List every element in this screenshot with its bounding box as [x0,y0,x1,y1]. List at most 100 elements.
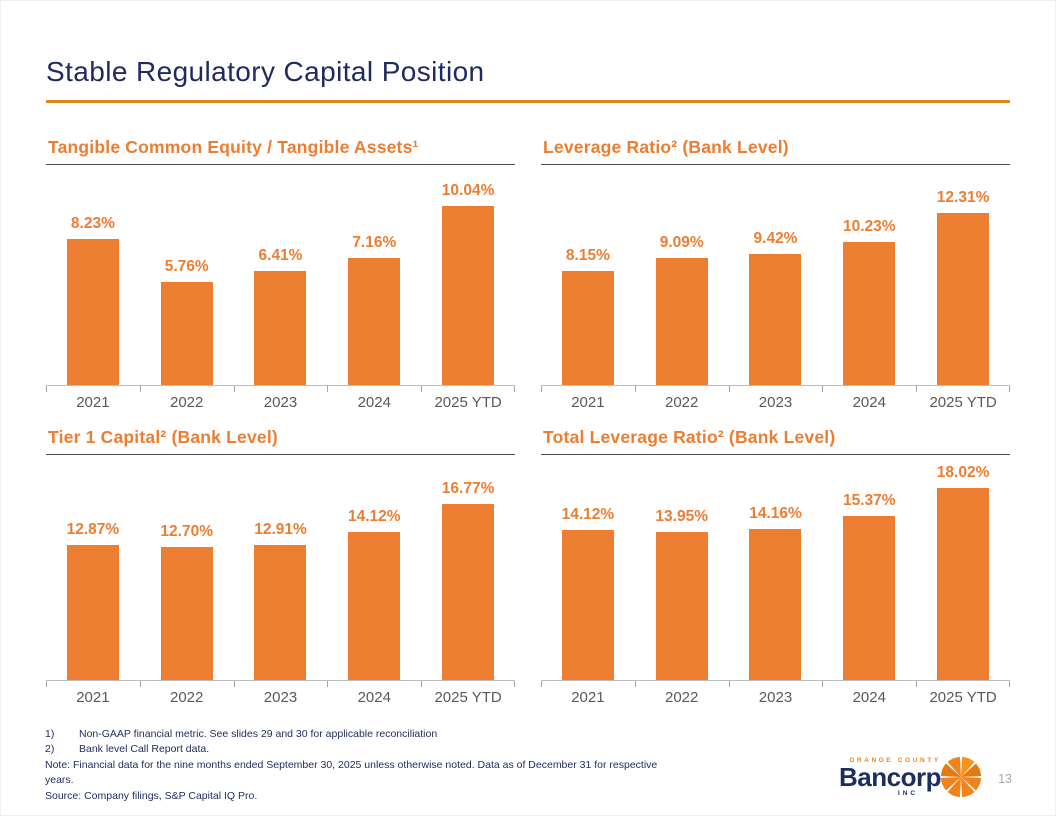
bar-slot: 9.09% [635,191,729,385]
axis-tick [233,386,235,392]
bar-slot: 15.37% [822,481,916,680]
bar-2022 [655,532,708,680]
bar-2025-ytd [937,213,990,385]
data-label: 9.09% [659,234,704,251]
bar-2024 [348,258,401,385]
x-axis-labels: 2021 2022 2023 2024 2025 YTD [46,394,515,411]
axis-tick [327,386,329,392]
x-tick-label: 2021 [571,689,605,706]
x-tick-label: 2023 [758,394,793,411]
x-tick-label: 2021 [571,394,605,411]
x-tick-label: 2025 YTD [929,394,997,411]
bar-slot: 14.16% [729,481,823,680]
footnote-2: 2) Bank level Call Report data. [45,742,685,758]
x-axis-labels: 2021 2022 2023 2024 2025 YTD [541,394,1010,411]
footnote-text: Bank level Call Report data. [79,743,210,755]
data-label: 10.04% [441,182,495,199]
bar-slot: 9.42% [729,191,823,385]
x-tick-label: 2025 YTD [434,689,502,706]
bar-slot: 8.23% [46,191,140,385]
axis-tick [1009,386,1010,392]
axis-tick [916,681,918,687]
bar-slot: 12.70% [140,481,234,680]
x-tick-label: 2025 YTD [434,394,502,411]
bar-2022 [655,258,708,385]
bar-slot: 14.12% [541,481,635,680]
bar-slot: 10.23% [822,191,916,385]
logo-inc-label: INC [897,790,919,797]
company-logo: ORANGE COUNTY Bancorp INC [839,754,984,800]
data-label: 14.12% [348,508,401,525]
bar-2023 [749,529,802,680]
bar-slot: 12.87% [46,481,140,680]
chart-tier1-capital: Tier 1 Capital² (Bank Level) 12.87% 12.70… [46,427,515,706]
axis-tick [46,681,47,687]
bar-slot: 14.12% [327,481,421,680]
axis-tick [728,386,730,392]
footnote-text: Source: Company filings, S&P Capital IQ … [45,789,258,802]
x-tick-label: 2023 [758,689,793,706]
axis-tick [541,681,542,687]
page-title: Stable Regulatory Capital Position [46,56,485,87]
axis-tick [233,681,235,687]
x-tick-label: 2024 [852,689,886,706]
chart-title: Tier 1 Capital² (Bank Level) [46,427,515,455]
axis-tick [139,681,141,687]
data-label: 12.70% [160,523,213,540]
x-tick-label: 2022 [665,689,699,706]
data-label: 7.16% [352,234,397,251]
x-tick-label: 2025 YTD [929,689,997,706]
axis-tick [514,386,515,392]
axis-tick [139,386,141,392]
x-tick-label: 2024 [357,394,391,411]
bar-2021 [66,239,119,385]
bar-2023 [749,254,802,385]
bar-slot: 12.91% [234,481,328,680]
bar-2024 [348,532,401,680]
axis-tick [822,681,824,687]
footnote-marker: 1) [45,727,55,740]
data-label: 8.15% [565,247,610,264]
x-tick-label: 2024 [852,394,886,411]
bar-2021 [561,271,614,385]
bar-slot: 18.02% [916,464,1010,680]
page-number: 13 [998,772,1012,786]
logo-text: ORANGE COUNTY Bancorp INC [839,757,941,797]
footnote-note: Note: Financial data for the nine months… [45,758,685,789]
axis-tick [822,386,824,392]
data-label: 13.95% [655,508,708,525]
axis-tick [1009,681,1010,687]
bar-2022 [160,282,213,385]
bar-2021 [561,530,614,680]
slide-header: Stable Regulatory Capital Position [0,0,1056,103]
footnote-source: Source: Company filings, S&P Capital IQ … [45,789,685,805]
axis-tick [634,681,636,687]
data-label: 12.87% [66,521,120,538]
bar-slot: 8.15% [541,191,635,385]
title-divider [46,100,1010,103]
plot-area: 8.15% 9.09% 9.42% 10.23% 12.31% [541,189,1010,392]
axis-tick [916,386,918,392]
axis-tick [421,681,423,687]
chart-title: Tangible Common Equity / Tangible Assets… [46,137,515,165]
x-tick-label: 2023 [263,394,298,411]
x-tick-label: 2024 [357,689,391,706]
bar-2025-ytd [442,504,495,680]
data-label: 8.23% [70,215,115,232]
axis-tick [46,386,47,392]
plot-area: 14.12% 13.95% 14.16% 15.37% 18.02% [541,464,1010,687]
plot-area: 12.87% 12.70% 12.91% 14.12% 16.77% [46,480,515,687]
chart-title: Total Leverage Ratio² (Bank Level) [541,427,1010,455]
bar-2025-ytd [937,488,990,680]
bar-slot: 6.41% [234,191,328,385]
bar-2025-ytd [442,206,495,385]
bar-slot: 10.04% [421,182,515,385]
x-tick-label: 2023 [263,689,298,706]
logo-orange-county-label: ORANGE COUNTY [849,757,941,764]
data-label: 14.12% [561,506,615,523]
x-tick-label: 2022 [170,394,204,411]
bar-slot: 13.95% [635,481,729,680]
axis-tick [514,681,515,687]
bar-2023 [254,271,307,385]
